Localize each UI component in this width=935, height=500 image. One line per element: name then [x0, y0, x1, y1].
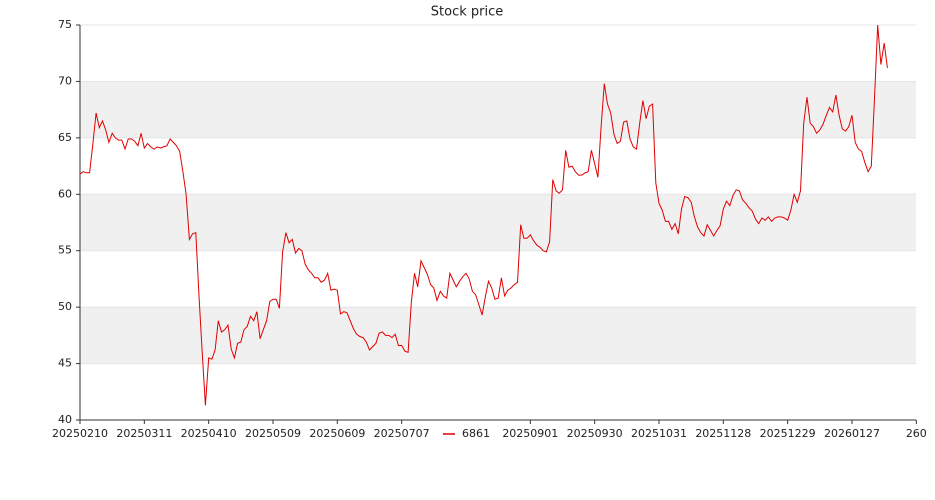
x-tick-label: 20250509	[245, 427, 301, 440]
y-tick-label: 55	[58, 244, 72, 257]
x-tick-label: 20260127	[824, 427, 880, 440]
x-tick-label: 20250311	[116, 427, 172, 440]
y-tick-label: 40	[58, 413, 72, 426]
y-tick-label: 60	[58, 187, 72, 200]
chart-title: Stock price	[431, 5, 503, 20]
x-tick-label: 20251229	[760, 427, 816, 440]
x-tick-label: 20250210	[52, 427, 108, 440]
y-tick-label: 45	[58, 357, 72, 370]
x-tick-label: 20250707	[374, 427, 430, 440]
y-tick-label: 75	[58, 18, 72, 31]
x-tick-label: 20250609	[309, 427, 365, 440]
x-tick-label: 20251031	[631, 427, 687, 440]
series-line	[79, 24, 888, 406]
grid-band	[80, 81, 916, 138]
y-tick-label: 65	[58, 131, 72, 144]
legend-label: 6861	[462, 427, 490, 440]
grid-band	[80, 307, 916, 364]
x-tick-label: 20250410	[181, 427, 237, 440]
x-tick-label: 260	[906, 427, 927, 440]
y-tick-label: 70	[58, 74, 72, 87]
x-tick-label: 20250930	[567, 427, 623, 440]
x-tick-label: 20250901	[502, 427, 558, 440]
grid-band	[80, 194, 916, 251]
x-tick-label: 20251128	[695, 427, 751, 440]
y-tick-label: 50	[58, 300, 72, 313]
legend-bg	[437, 426, 497, 442]
